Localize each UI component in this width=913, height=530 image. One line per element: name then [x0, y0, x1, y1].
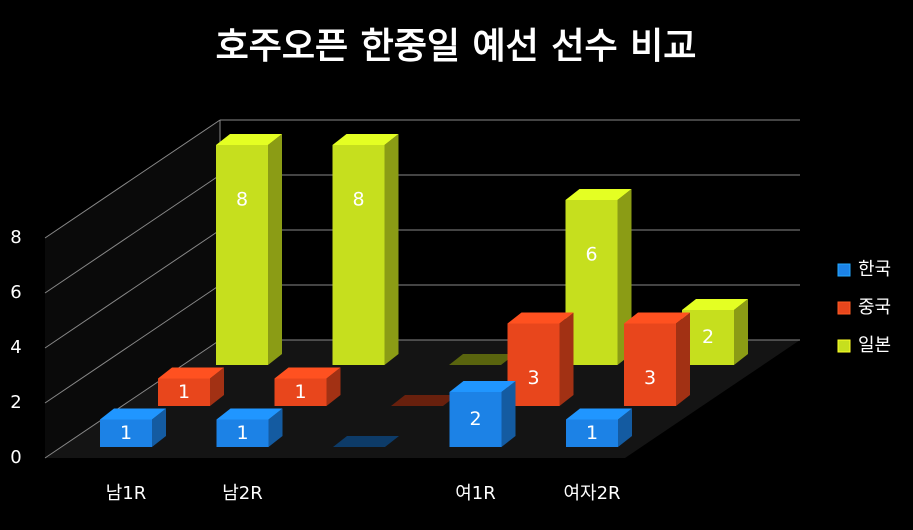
bar — [391, 395, 457, 406]
bar-front — [332, 145, 385, 365]
bar-side — [501, 381, 516, 447]
bar — [216, 408, 283, 447]
value-label: 1 — [294, 381, 306, 403]
bar-top — [216, 408, 283, 420]
bar-top — [158, 367, 224, 379]
bar-top — [507, 312, 574, 324]
legend-marker — [837, 339, 851, 353]
bar-side — [384, 134, 399, 365]
bar-side — [152, 408, 166, 447]
grid-line — [44, 339, 221, 459]
bar-top — [624, 312, 690, 324]
value-label: 3 — [527, 367, 539, 389]
value-label: 2 — [469, 408, 481, 430]
x-tick-label: 남1R — [106, 483, 147, 504]
legend-marker — [837, 263, 851, 277]
bar-front — [100, 419, 152, 447]
bar-front — [216, 419, 269, 447]
bar-top — [332, 134, 399, 145]
bar-side — [559, 312, 574, 406]
bar — [449, 354, 515, 365]
bar — [682, 299, 748, 365]
grid-line — [44, 284, 221, 404]
y-tick-label: 6 — [10, 282, 21, 303]
legend-label: 한국 — [858, 259, 891, 280]
bar-top — [333, 436, 399, 447]
bar — [566, 408, 632, 447]
value-label: 8 — [236, 189, 248, 211]
bar-front — [566, 419, 618, 447]
bar-side — [268, 134, 282, 365]
y-tick-label: 2 — [10, 392, 21, 413]
bar-top — [449, 354, 515, 365]
bar — [565, 189, 632, 365]
grid-line — [44, 174, 221, 294]
bar-front — [507, 323, 560, 406]
bar-side — [618, 408, 632, 447]
bar-front — [682, 310, 734, 365]
value-label: 1 — [178, 381, 190, 403]
grid-line — [44, 119, 221, 239]
value-label: 3 — [644, 367, 656, 389]
bar-front — [274, 378, 327, 406]
bar-top — [274, 367, 341, 379]
bar-side — [268, 408, 283, 447]
bar — [216, 134, 282, 365]
bar-top — [449, 381, 516, 392]
bar-front — [216, 145, 268, 365]
bar-top — [565, 189, 632, 200]
bar-side — [326, 367, 341, 406]
bar-side — [676, 312, 690, 406]
value-label: 8 — [352, 189, 364, 211]
y-tick-label: 4 — [10, 337, 21, 358]
legend-label: 중국 — [858, 297, 891, 318]
bar — [332, 134, 399, 365]
bar — [100, 408, 166, 447]
value-label: 1 — [236, 422, 248, 444]
value-label: 1 — [586, 422, 598, 444]
value-label: 6 — [585, 244, 597, 266]
x-tick-label: 남2R — [222, 483, 263, 504]
bar-front — [449, 392, 502, 447]
bar-front — [565, 200, 618, 365]
y-tick-label: 0 — [10, 447, 21, 468]
bar-top — [216, 134, 282, 145]
bar — [449, 381, 516, 447]
bar-top — [391, 395, 457, 406]
bar-top — [682, 299, 748, 310]
bar-side — [734, 299, 748, 365]
bar — [158, 367, 224, 406]
bar-top — [566, 408, 632, 420]
bar-front — [624, 323, 676, 406]
x-tick-label: 여자2R — [563, 483, 620, 504]
bar-top — [100, 408, 166, 420]
grid-line — [44, 229, 221, 349]
y-tick-label: 8 — [10, 227, 21, 248]
chart-title: 호주오픈 한중일 예선 선수 비교 — [216, 26, 697, 67]
value-label: 1 — [120, 422, 132, 444]
bar-side — [210, 367, 224, 406]
legend-label: 일본 — [858, 335, 891, 356]
value-label: 2 — [702, 326, 714, 348]
bar-front — [158, 378, 210, 406]
bar — [507, 312, 574, 406]
bar — [274, 367, 341, 406]
bar — [333, 436, 399, 447]
bar — [624, 312, 690, 406]
legend-marker — [837, 301, 851, 315]
x-tick-label: 여1R — [455, 483, 496, 504]
